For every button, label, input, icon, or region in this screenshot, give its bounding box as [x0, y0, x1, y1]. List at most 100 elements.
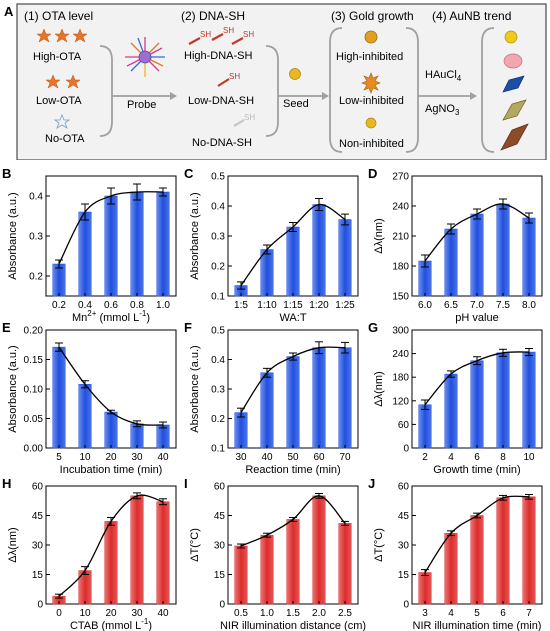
y-tick-label-g: 180 [392, 373, 409, 384]
y-axis-label-d: Δλ(nm) [373, 218, 385, 253]
x-tick-label-b: 0.2 [52, 300, 66, 311]
probe-label: Probe [127, 99, 156, 111]
x-axis-label-b: Mn2+ (mmol L-1) [72, 309, 150, 324]
x-tick-label-d: 6.0 [418, 300, 432, 311]
x-tick-label-e: 40 [157, 452, 169, 463]
aunb-pink-sphere-icon [503, 53, 523, 69]
y-tick-label-c: 0.1 [211, 292, 225, 303]
bar-e [52, 346, 66, 449]
x-tick-label-i: 2.0 [312, 608, 326, 619]
y-tick-label-j: 60 [398, 482, 410, 493]
x-axis-label-g: Growth time (min) [433, 464, 520, 476]
x-axis-label-d: pH value [455, 312, 498, 324]
y-tick-label-i: 60 [214, 482, 226, 493]
bar-d [522, 217, 536, 297]
growth-non-inhibited: Non-inhibited [339, 138, 404, 150]
bar-f [286, 356, 300, 449]
bracket-3-left [329, 27, 343, 153]
y-tick-label-i: 45 [214, 511, 226, 522]
bar-b [52, 263, 66, 297]
x-tick-label-j: 7 [526, 608, 532, 619]
x-tick-label-c: 1:10 [257, 300, 277, 311]
trend-line-d [424, 203, 530, 262]
x-axis-label-e: Incubation time (min) [60, 464, 163, 476]
x-axis-label-h: CTAB (mmol L-1) [70, 617, 152, 631]
x-tick-label-b: 0.4 [78, 300, 92, 311]
reagent-haucl4: HAuCl4 [425, 69, 462, 83]
bar-e [130, 423, 144, 449]
y-tick-label-g: 300 [392, 326, 409, 337]
x-tick-label-d: 8.0 [522, 300, 536, 311]
sh-tag-2: SH [223, 26, 234, 35]
growth-low-inhibited: Low-inhibited [339, 95, 404, 107]
y-tick-label-f: 0.4 [211, 355, 225, 366]
arrow-2-head [322, 92, 329, 100]
dna-level-high: High-DNA-SH [184, 50, 253, 62]
y-tick-label-c: 0.5 [211, 172, 225, 183]
bar-h [104, 521, 118, 605]
bar-i [260, 534, 274, 605]
y-axis-label-f: Absorbance (a.u.) [189, 345, 201, 432]
bar-d [444, 228, 458, 297]
y-tick-label-i: 15 [214, 570, 226, 581]
y-tick-label-e: 0.00 [24, 444, 44, 455]
bar-c [260, 249, 274, 297]
high-ota-stars-icon [36, 28, 88, 43]
sh-tag-3: SH [243, 30, 254, 39]
probe-nanoparticle-icon [125, 37, 165, 77]
growth-high-inhibited: High-inhibited [336, 51, 403, 63]
y-tick-label-d: 270 [392, 172, 409, 183]
bar-g [470, 360, 484, 449]
step-4-label: (4) AuNB trend [432, 9, 511, 23]
bar-f [338, 347, 352, 449]
arrow-3-head [470, 92, 477, 100]
x-tick-label-e: 30 [131, 452, 143, 463]
bracket-2-connector [265, 45, 322, 137]
x-tick-label-f: 40 [261, 452, 273, 463]
x-tick-label-h: 10 [79, 608, 91, 619]
charts-grid: B 0.2 0.3 0.4 Absorbance (a.u.) 0.2 0.4 0.6 0.8 1… [2, 166, 543, 631]
high-dna-sh-strands-icon [188, 33, 244, 45]
trend-line-g [424, 351, 530, 406]
y-tick-label-e: 0.20 [24, 326, 44, 337]
y-tick-label-c: 0.3 [211, 232, 225, 243]
x-tick-label-c: 1:25 [335, 300, 355, 311]
y-axis-label-c: Absorbance (a.u.) [189, 192, 201, 279]
step-1-label: (1) OTA level [24, 9, 93, 23]
x-tick-label-j: 6 [500, 608, 506, 619]
x-tick-label-h: 40 [157, 608, 169, 619]
trend-line-e [58, 346, 164, 426]
bar-f [234, 412, 248, 449]
y-tick-label-d: 150 [392, 292, 409, 303]
x-tick-label-b: 0.8 [130, 300, 144, 311]
panel-label-d: D [368, 166, 377, 181]
y-tick-label-b: 0.3 [29, 232, 43, 243]
y-tick-label-i: 0 [219, 600, 225, 611]
bar-g [444, 373, 458, 449]
panel-label-j: J [368, 476, 375, 491]
x-tick-label-j: 4 [448, 608, 454, 619]
arrow-1-head [170, 92, 177, 100]
x-tick-label-i: 1.5 [286, 608, 300, 619]
x-tick-label-g: 4 [448, 452, 454, 463]
y-tick-label-j: 45 [398, 511, 410, 522]
ota-level-none: No-OTA [45, 133, 85, 145]
bar-g [522, 351, 536, 449]
x-tick-label-h: 20 [105, 608, 117, 619]
bar-i [312, 495, 326, 605]
x-tick-label-c: 1:15 [283, 300, 303, 311]
aunb-blue-bipyramid-icon [502, 75, 525, 93]
y-axis-label-i: ΔT(°C) [189, 528, 201, 562]
x-tick-label-f: 50 [287, 452, 299, 463]
x-tick-label-b: 1.0 [156, 300, 170, 311]
y-tick-label-g: 60 [398, 420, 410, 431]
low-ota-stars-icon [45, 74, 81, 89]
chart-c: C 0.1 0.2 0.3 0.4 0.5 Absorbance (a.u.) 1:5 1:10… [184, 166, 359, 324]
x-tick-label-g: 6 [474, 452, 480, 463]
bar-j [470, 515, 484, 605]
bar-d [470, 213, 484, 297]
bar-f [312, 347, 326, 449]
bar-j [522, 496, 536, 605]
y-tick-label-h: 30 [32, 541, 44, 552]
